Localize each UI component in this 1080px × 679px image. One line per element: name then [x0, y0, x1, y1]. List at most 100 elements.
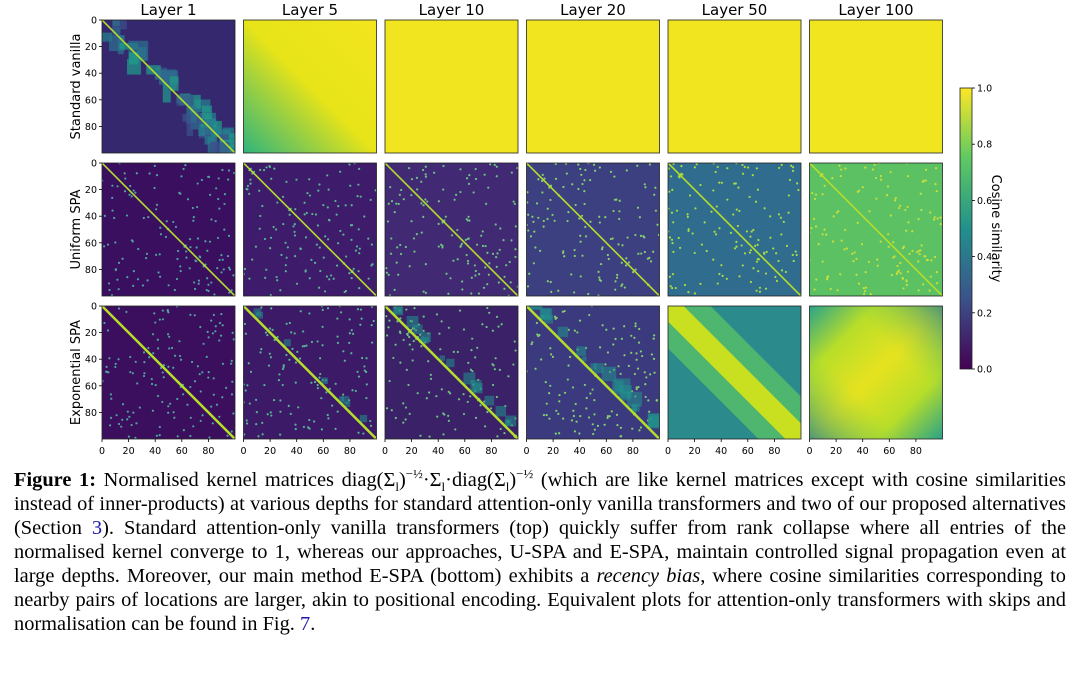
dot: [542, 219, 545, 223]
dot: [387, 326, 390, 329]
dot: [369, 198, 372, 201]
dot: [486, 410, 489, 414]
dot: [117, 358, 120, 361]
dot: [720, 181, 724, 184]
dot: [218, 339, 221, 342]
dot: [567, 328, 570, 331]
dot: [161, 309, 164, 312]
dot: [635, 352, 638, 355]
dot: [487, 186, 490, 189]
dot: [470, 292, 473, 295]
dot: [199, 419, 202, 423]
dot: [911, 249, 914, 253]
dot: [899, 204, 902, 207]
diagonal: [526, 306, 660, 439]
dot: [507, 375, 510, 378]
block: [590, 363, 597, 370]
dot: [126, 418, 129, 421]
dot: [794, 250, 797, 253]
dot: [247, 362, 250, 365]
dot: [212, 313, 215, 317]
dot: [721, 274, 724, 278]
dot: [649, 373, 652, 376]
dot: [349, 184, 352, 187]
dot: [821, 233, 824, 236]
dot: [388, 379, 391, 383]
dot: [687, 228, 690, 231]
dot: [293, 230, 296, 233]
dot: [295, 282, 299, 285]
y-tick-label: 60: [85, 381, 97, 392]
dot: [400, 188, 403, 192]
dot: [619, 372, 622, 375]
dot: [811, 191, 814, 195]
dot: [548, 392, 551, 395]
dot: [906, 205, 909, 209]
dot: [686, 213, 689, 216]
dot: [537, 178, 540, 181]
dot: [638, 429, 641, 432]
dot: [788, 178, 792, 182]
dot: [405, 308, 408, 311]
dot: [634, 325, 637, 328]
dot: [470, 349, 473, 352]
dot: [631, 427, 634, 430]
dot: [318, 183, 321, 186]
dot: [541, 173, 544, 176]
dot: [266, 413, 269, 416]
dot: [570, 273, 573, 276]
dot: [758, 290, 762, 293]
block: [413, 324, 423, 335]
dot: [418, 333, 422, 336]
dot: [549, 280, 552, 284]
dot: [627, 261, 631, 264]
caption-link[interactable]: 7: [300, 613, 311, 635]
dot: [245, 422, 249, 425]
dot: [748, 195, 751, 199]
dot: [335, 264, 339, 267]
dot: [615, 413, 619, 417]
block: [614, 378, 631, 395]
dot: [641, 354, 644, 358]
caption-link[interactable]: 3: [91, 517, 103, 539]
dot: [277, 378, 281, 382]
block: [176, 94, 194, 106]
x-tick-label: 80: [768, 446, 780, 457]
y-tick-label: 80: [85, 122, 97, 133]
dot: [162, 363, 166, 367]
dot: [876, 258, 879, 261]
dot: [326, 413, 329, 417]
dot: [327, 188, 330, 191]
dot: [614, 337, 617, 341]
dot: [166, 309, 169, 312]
dot: [564, 163, 568, 165]
dot: [745, 230, 749, 233]
dot: [360, 356, 364, 360]
heatmap-frame: [101, 162, 236, 297]
dot: [172, 411, 175, 414]
dot: [110, 294, 114, 296]
dot: [121, 257, 124, 260]
dot: [749, 249, 752, 252]
dot: [348, 341, 351, 345]
dot: [365, 357, 368, 360]
dot: [746, 166, 750, 169]
dot: [134, 360, 137, 363]
dot: [935, 271, 938, 274]
dot: [634, 233, 637, 237]
dot: [749, 280, 752, 284]
dot: [542, 413, 546, 417]
heatmap-frame: [667, 162, 802, 297]
dot: [534, 367, 537, 370]
heatmap: [384, 162, 519, 297]
dot: [317, 189, 320, 192]
heatmap-body: [102, 163, 235, 296]
dot: [357, 431, 360, 434]
dot: [394, 416, 397, 420]
dot: [476, 346, 479, 349]
dot: [462, 412, 466, 416]
dot: [173, 354, 177, 357]
dot: [179, 265, 182, 268]
dot: [334, 427, 337, 431]
